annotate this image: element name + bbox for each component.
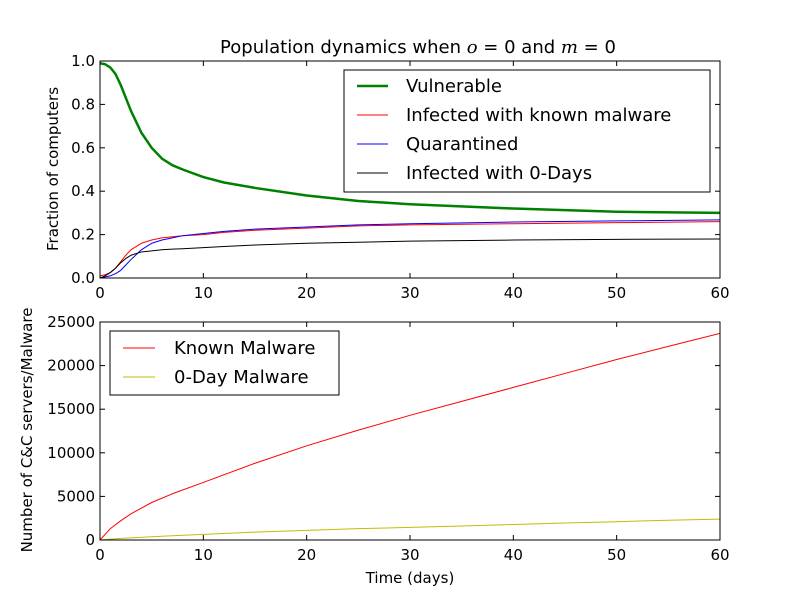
bottom-legend: Known Malware 0-Day Malware [109, 330, 340, 396]
top-x-tick-label: 50 [607, 284, 626, 302]
top-y-tick-label: 0.0 [71, 269, 95, 287]
top-series-line-0 [100, 61, 720, 215]
top-legend-label-3: Infected with 0-Days [406, 163, 592, 184]
top-series-line-2 [100, 219, 720, 278]
top-chart: Population dynamics when o = 0 and m = 0… [44, 37, 730, 302]
top-title-eq-o: = 0 [478, 37, 516, 58]
top-y-axis-label: Fraction of computers [44, 87, 62, 251]
bottom-chart: Time (days) Number of C&C servers/Malwar… [18, 308, 730, 587]
bottom-x-tick-label: 50 [607, 546, 626, 564]
top-x-tick-label: 0 [95, 284, 105, 302]
top-y-tick-label: 0.2 [71, 226, 95, 244]
top-legend-box [343, 69, 711, 193]
top-title-var-o: o [467, 37, 478, 58]
bottom-y-tick-label: 25000 [47, 313, 95, 331]
bottom-x-tick-label: 30 [400, 546, 419, 564]
bottom-x-tick-label: 40 [504, 546, 523, 564]
top-y-tick-label: 0.4 [71, 182, 95, 200]
top-legend: Vulnerable Infected with known malware Qua… [343, 69, 711, 193]
bottom-x-tick-label: 20 [297, 546, 316, 564]
bottom-series-line-0 [100, 332, 720, 540]
bottom-plot-area: 0 10 20 30 40 50 60 0 5000 10000 15000 20000 25000 Kn… [47, 313, 729, 564]
bottom-x-axis-label: Time (days) [365, 569, 455, 587]
top-y-tick-label: 1.0 [71, 52, 95, 70]
top-title-var-m: m [561, 37, 578, 58]
bottom-y-tick-label: 0 [85, 531, 95, 549]
top-legend-label-2: Quarantined [406, 134, 518, 155]
top-legend-label-0: Vulnerable [406, 76, 502, 97]
bottom-x-tick-label: 10 [194, 546, 213, 564]
top-title-eq-m: = 0 [578, 37, 616, 58]
top-x-tick-label: 60 [710, 284, 729, 302]
top-title-and: and [516, 37, 561, 58]
top-x-tick-label: 10 [194, 284, 213, 302]
top-x-tick-label: 40 [504, 284, 523, 302]
bottom-y-tick-label: 20000 [47, 357, 95, 375]
top-y-tick-label: 0.6 [71, 139, 95, 157]
top-chart-title: Population dynamics when o = 0 and m = 0 [220, 37, 616, 58]
bottom-y-tick-label: 10000 [47, 444, 95, 462]
bottom-legend-label-0: Known Malware [174, 338, 315, 359]
top-x-tick-label: 20 [297, 284, 316, 302]
bottom-y-tick-label: 15000 [47, 400, 95, 418]
top-legend-label-1: Infected with known malware [406, 105, 671, 126]
top-title-prefix: Population dynamics when [220, 37, 467, 58]
bottom-series-line-1 [100, 518, 720, 540]
bottom-y-axis-label: Number of C&C servers/Malware [18, 308, 36, 553]
bottom-x-tick-label: 60 [710, 546, 729, 564]
top-y-tick-label: 0.8 [71, 95, 95, 113]
bottom-y-tick-label: 5000 [57, 487, 95, 505]
bottom-legend-box [109, 330, 340, 396]
top-series-line-3 [100, 238, 720, 278]
top-plot-area: 0 10 20 30 40 50 60 0.0 0.2 0.4 0.6 0.8 1.0 Vulnerabl… [71, 52, 729, 302]
bottom-x-tick-label: 0 [95, 546, 105, 564]
bottom-legend-label-1: 0-Day Malware [174, 367, 309, 388]
top-x-tick-label: 30 [400, 284, 419, 302]
